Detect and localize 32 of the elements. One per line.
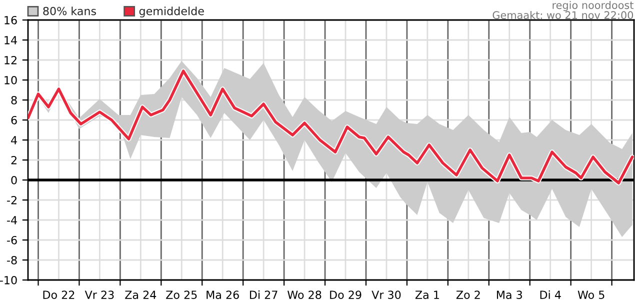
y-tick-label: -6 (7, 236, 17, 244)
y-tick-label: 14 (4, 36, 17, 44)
x-tick-label: Vr 23 (84, 290, 114, 300)
y-tick-label: 10 (4, 76, 17, 84)
y-tick-label: -4 (7, 216, 17, 224)
x-tick-label: Di 27 (250, 290, 278, 299)
y-tick-label: -10 (0, 276, 17, 284)
x-tick-label: Ma 3 (496, 290, 522, 300)
x-tick-label: Za 1 (415, 290, 439, 300)
text: regio noordoost (552, 1, 634, 12)
y-tick-label: 0 (11, 176, 17, 184)
y-tick-label: -2 (7, 196, 16, 204)
x-tick-label: Vr 30 (372, 290, 401, 300)
y-tick-label: 6 (11, 116, 17, 124)
x-tick-label: Wo 28 (288, 290, 322, 300)
x-tick-label: Di 4 (540, 290, 561, 299)
x-tick-label: Za 24 (125, 290, 156, 300)
y-tick-label: 16 (4, 16, 17, 24)
x-tick-label: Zo 2 (456, 290, 480, 300)
x-tick-label: Do 29 (330, 290, 362, 300)
legend-label: 80% kans (43, 6, 96, 16)
y-tick-label: -8 (7, 256, 17, 264)
x-tick-label: Ma 26 (206, 290, 239, 300)
x-tick-label: Do 22 (43, 290, 74, 300)
y-tick-label: 2 (11, 156, 16, 164)
x-tick-label: Wo 5 (578, 290, 604, 300)
y-tick-label: 12 (4, 56, 16, 64)
text: Gemaakt: wo 21 nov 22:00 (492, 11, 634, 20)
y-tick-label: 8 (11, 96, 17, 104)
legend-label: gemiddelde (139, 6, 204, 18)
x-tick-label: Zo 25 (166, 290, 197, 300)
y-tick-label: 4 (11, 136, 17, 144)
